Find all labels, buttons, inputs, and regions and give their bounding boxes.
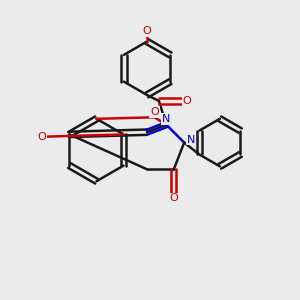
Text: O: O: [38, 132, 46, 142]
Text: N: N: [162, 114, 170, 124]
Text: O: O: [143, 26, 152, 36]
Text: O: O: [183, 96, 191, 106]
Text: O: O: [169, 194, 178, 203]
Text: N: N: [187, 135, 195, 145]
Text: O: O: [150, 107, 159, 117]
